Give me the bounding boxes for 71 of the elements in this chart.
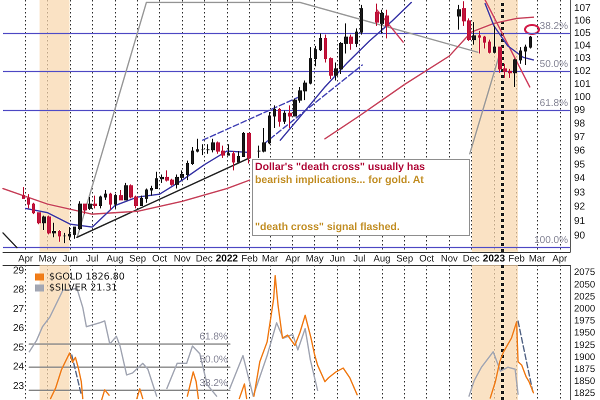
- x-tick-label: Sep: [129, 254, 146, 264]
- x-tick-label: Dec: [196, 254, 213, 264]
- x-tick-label: Mar: [262, 254, 278, 264]
- y2-tick-label: 1875: [574, 364, 596, 376]
- x-tick-label: Oct: [419, 254, 434, 264]
- y-tick-label: 90: [574, 230, 586, 242]
- y-tick-label: 96: [574, 146, 586, 157]
- x-tick-label: Oct: [152, 254, 168, 264]
- y-tick-label: 99: [574, 105, 586, 116]
- x-tick-label: Feb: [508, 254, 525, 264]
- annotation: 50.0%: [540, 58, 568, 70]
- y-tick-label: 104: [574, 40, 592, 52]
- y2-tick-label: 2000: [574, 304, 596, 315]
- x-tick-label: May: [38, 254, 57, 264]
- y2-tick-label: 2050: [574, 279, 596, 290]
- y-tick-label: 106: [574, 15, 592, 26]
- x-tick-label: Aug: [374, 254, 390, 264]
- y-tick-label: 24: [13, 362, 25, 373]
- y2-tick-label: 1850: [574, 376, 596, 388]
- y2-tick-label: 2075: [574, 267, 596, 278]
- y-tick-label: 102: [574, 66, 592, 77]
- y-tick-label: 93: [574, 187, 586, 198]
- y-tick-label: 29: [13, 265, 25, 276]
- y-tick-label: 101: [574, 78, 592, 90]
- y2-tick-label: 1900: [574, 352, 596, 363]
- y-tick-label: 95: [574, 159, 586, 170]
- y-tick-label: 97: [574, 132, 586, 143]
- y2-tick-label: 1925: [574, 340, 596, 351]
- x-tick-label: Dec: [462, 254, 480, 264]
- y-tick-label: 103: [574, 53, 592, 64]
- x-tick-label: Jul: [86, 254, 98, 264]
- x-tick-label: 2023: [482, 254, 506, 264]
- legend-label: $GOLD 1826.80: [49, 272, 125, 282]
- annotation: 100.0%: [534, 235, 568, 246]
- y-tick-label: 105: [574, 28, 592, 39]
- x-tick-label: Feb: [241, 254, 258, 264]
- annotation: "death cross" signal flashed.: [255, 221, 400, 233]
- x-tick-label: May: [306, 254, 324, 264]
- y2-tick-label: 1950: [574, 328, 596, 339]
- annotation: 38.2%: [540, 20, 568, 32]
- y2-tick-label: 1975: [574, 316, 596, 327]
- y-tick-label: 25: [13, 342, 25, 354]
- y-tick-label: 26: [13, 323, 25, 334]
- x-tick-label: Apr: [285, 254, 300, 264]
- y-tick-label: 98: [574, 118, 586, 130]
- x-tick-label: Sep: [396, 254, 414, 264]
- x-tick-label: Nov: [174, 254, 191, 264]
- x-tick-label: Apr: [552, 254, 568, 264]
- x-tick-label: Jun: [330, 254, 346, 264]
- y-tick-label: 100: [574, 92, 592, 103]
- x-tick-label: Aug: [106, 254, 124, 264]
- x-tick-label: Mar: [528, 254, 546, 264]
- x-tick-label: 2022: [216, 254, 238, 264]
- y-tick-label: 27: [13, 304, 25, 315]
- x-tick-label: Apr: [18, 254, 34, 264]
- y-tick-label: 23: [13, 381, 25, 392]
- y-tick-label: 107: [574, 3, 592, 14]
- y-tick-label: 28: [13, 284, 25, 296]
- legend-label: $SILVER 21.31: [49, 282, 118, 294]
- annotation: bearish implications... for gold. At: [255, 174, 424, 186]
- annotation: Dollar's "death cross" usually has: [255, 161, 426, 173]
- y-tick-label: 94: [574, 173, 586, 184]
- x-tick-label: Nov: [440, 254, 458, 264]
- x-tick-label: Jun: [62, 254, 78, 264]
- annotation: 61.8%: [540, 98, 568, 110]
- y-tick-label: 92: [574, 201, 586, 212]
- annotation: 61.8%: [199, 332, 228, 343]
- y2-tick-label: 1825: [574, 388, 596, 400]
- x-tick-label: Jul: [353, 254, 366, 264]
- y-tick-label: 91: [574, 216, 586, 227]
- y2-tick-label: 2025: [574, 291, 596, 302]
